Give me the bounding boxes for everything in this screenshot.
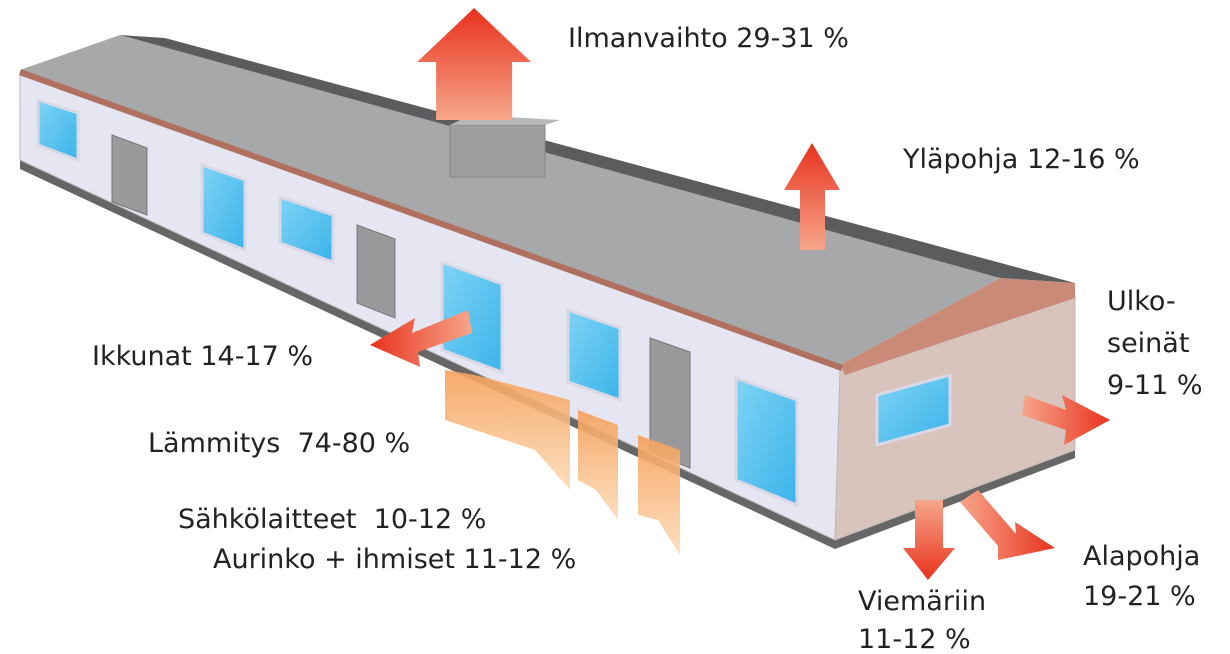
building	[18, 35, 1076, 549]
label: 19-21 %	[1083, 581, 1196, 612]
label: Sähkölaitteet 10-12 %	[178, 504, 486, 535]
label: Aurinko + ihmiset 11-12 %	[213, 544, 576, 575]
label: Ulko-	[1107, 286, 1176, 317]
label: Viemäriin	[858, 586, 986, 617]
label: seinät	[1107, 328, 1189, 359]
label: 9-11 %	[1107, 370, 1203, 401]
label: Alapohja	[1083, 541, 1200, 572]
heat-arrows	[370, 8, 1110, 580]
labels: Ilmanvaihto 29-31 % Yläpohja 12-16 % Ulk…	[92, 23, 1203, 654]
label: Yläpohja 12-16 %	[902, 144, 1140, 175]
label: 11-12 %	[858, 624, 971, 654]
label: Ilmanvaihto 29-31 %	[568, 23, 849, 54]
label: Ikkunat 14-17 %	[92, 341, 313, 372]
label: Lämmitys 74-80 %	[148, 428, 410, 459]
